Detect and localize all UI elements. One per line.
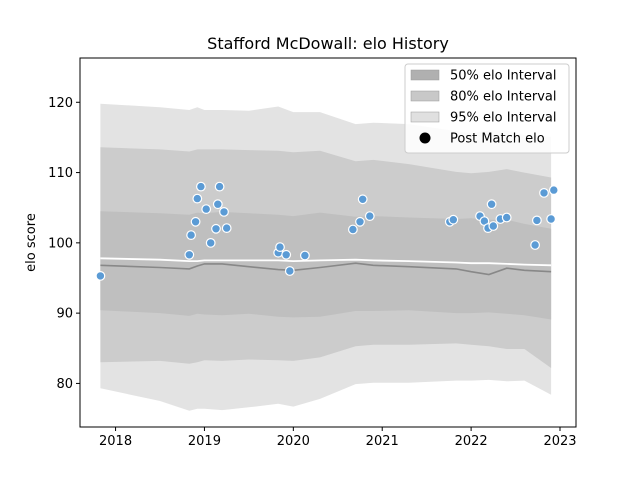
post-match-elo-point xyxy=(190,216,201,227)
legend-swatch xyxy=(410,111,440,123)
y-tick-label: 100 xyxy=(48,236,73,251)
legend: 50% elo Interval 80% elo Interval 95% elo … xyxy=(404,63,570,154)
post-match-elo-point xyxy=(205,237,216,248)
y-tick-label: 120 xyxy=(48,96,73,111)
y-tick-label: 110 xyxy=(48,166,73,181)
x-tick-label: 2018 xyxy=(99,434,132,449)
post-match-elo-point xyxy=(195,181,206,192)
post-match-elo-point xyxy=(212,199,223,210)
legend-label: Post Match elo xyxy=(450,132,545,147)
y-axis: 80 90 100 110 120 xyxy=(48,96,80,392)
legend-box xyxy=(404,63,570,154)
post-match-elo-point xyxy=(488,221,499,231)
y-axis-label: elo score xyxy=(24,213,39,272)
post-match-elo-point xyxy=(284,266,295,276)
legend-swatch xyxy=(410,69,440,81)
post-match-elo-point xyxy=(95,271,106,281)
post-match-elo-point xyxy=(548,185,559,196)
post-match-elo-point xyxy=(275,242,285,253)
post-match-elo-point xyxy=(201,204,212,215)
x-axis: 2018 2019 2020 2021 2022 2023 xyxy=(99,427,577,449)
plot-area xyxy=(95,103,559,411)
legend-label: 95% elo Interval xyxy=(450,111,557,126)
chart-title: Stafford McDowall: elo History xyxy=(207,34,449,53)
post-match-elo-point xyxy=(192,193,203,204)
post-match-elo-point xyxy=(186,230,197,241)
post-match-elo-point xyxy=(281,249,292,260)
post-match-elo-point xyxy=(300,250,310,261)
post-match-elo-point xyxy=(184,249,195,260)
legend-label: 50% elo Interval xyxy=(450,69,557,84)
x-tick-label: 2020 xyxy=(277,434,310,449)
post-match-elo-point xyxy=(357,194,368,205)
x-tick-label: 2021 xyxy=(366,434,399,449)
post-match-elo-point xyxy=(448,214,459,225)
y-tick-label: 80 xyxy=(56,377,73,392)
legend-marker xyxy=(419,132,431,144)
post-match-elo-point xyxy=(364,211,375,222)
post-match-elo-point xyxy=(355,216,365,227)
legend-swatch xyxy=(410,90,440,102)
post-match-elo-point xyxy=(530,240,540,250)
y-tick-label: 90 xyxy=(56,307,73,322)
post-match-elo-point xyxy=(539,187,549,198)
post-match-elo-point xyxy=(211,223,221,234)
median-elo-line xyxy=(100,257,552,267)
post-match-elo-point xyxy=(501,212,512,223)
x-tick-label: 2019 xyxy=(188,434,221,449)
post-match-elo-point xyxy=(221,223,232,234)
x-tick-label: 2022 xyxy=(455,434,488,449)
post-match-elo-point xyxy=(486,199,497,210)
legend-label: 80% elo Interval xyxy=(450,90,557,105)
post-match-elo-point xyxy=(214,181,225,192)
mean-elo-line xyxy=(100,262,552,276)
post-match-elo-point xyxy=(348,224,358,235)
post-match-elo-point xyxy=(532,215,542,226)
x-tick-label: 2023 xyxy=(543,434,576,449)
band-50-interval xyxy=(100,211,552,320)
post-match-elo-point xyxy=(546,214,556,224)
post-match-elo-point xyxy=(219,206,229,217)
